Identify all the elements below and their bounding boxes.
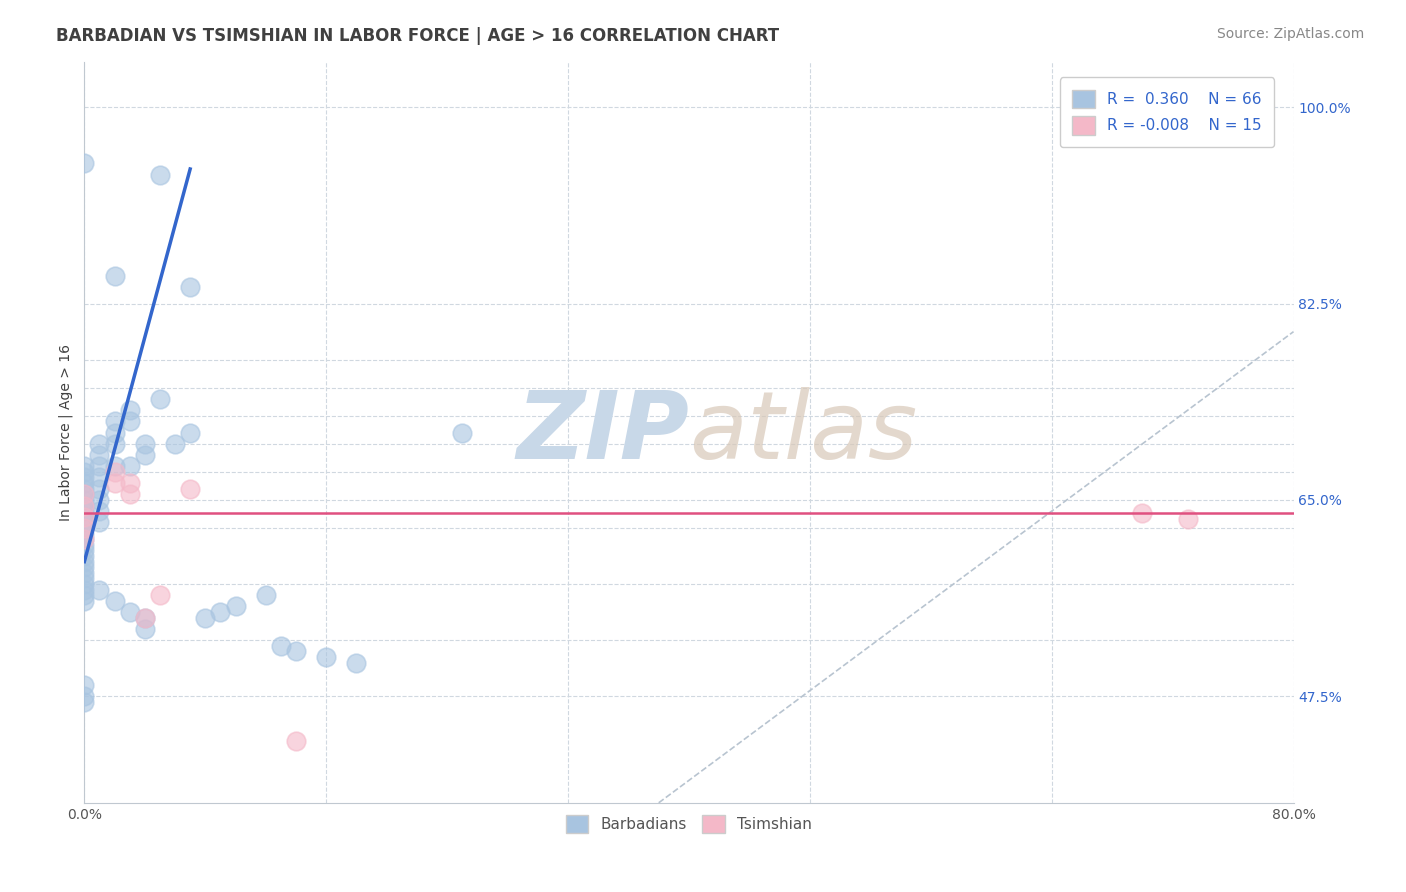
Y-axis label: In Labor Force | Age > 16: In Labor Force | Age > 16 (59, 344, 73, 521)
Text: BARBADIAN VS TSIMSHIAN IN LABOR FORCE | AGE > 16 CORRELATION CHART: BARBADIAN VS TSIMSHIAN IN LABOR FORCE | … (56, 27, 779, 45)
Point (104, 476, 127, 491)
Point (149, 392, 172, 406)
Point (73, 499, 96, 513)
Point (73, 695, 96, 709)
Point (89, 470, 111, 484)
Point (179, 482, 201, 496)
Point (73, 156, 96, 170)
Point (73, 588, 96, 602)
Point (73, 532, 96, 546)
Point (89, 492, 111, 507)
Point (73, 499, 96, 513)
Point (73, 678, 96, 692)
Point (285, 644, 308, 658)
Point (89, 504, 111, 518)
Point (73, 504, 96, 518)
Point (254, 588, 277, 602)
Point (73, 516, 96, 530)
Point (73, 470, 96, 484)
Point (104, 459, 127, 474)
Point (104, 437, 127, 451)
Point (118, 487, 141, 501)
Point (73, 594, 96, 608)
Point (73, 549, 96, 563)
Point (104, 414, 127, 428)
Point (73, 521, 96, 535)
Point (165, 437, 187, 451)
Point (1130, 507, 1153, 521)
Point (134, 622, 156, 636)
Point (1177, 512, 1199, 526)
Point (73, 487, 96, 501)
Text: atlas: atlas (689, 387, 917, 478)
Point (118, 459, 141, 474)
Point (89, 448, 111, 462)
Point (346, 656, 368, 670)
Point (73, 476, 96, 491)
Point (89, 482, 111, 496)
Point (315, 650, 337, 665)
Point (73, 538, 96, 552)
Point (73, 459, 96, 474)
Point (73, 509, 96, 524)
Point (104, 268, 127, 283)
Point (134, 610, 156, 624)
Point (73, 571, 96, 585)
Point (118, 403, 141, 417)
Point (285, 734, 308, 748)
Point (73, 582, 96, 597)
Point (149, 588, 172, 602)
Point (149, 168, 172, 182)
Point (73, 566, 96, 580)
Point (89, 437, 111, 451)
Point (73, 482, 96, 496)
Point (118, 605, 141, 619)
Point (89, 516, 111, 530)
Point (73, 521, 96, 535)
Point (104, 425, 127, 440)
Point (73, 526, 96, 541)
Text: ZIP: ZIP (516, 386, 689, 479)
Point (89, 582, 111, 597)
Point (118, 476, 141, 491)
Point (134, 437, 156, 451)
Point (73, 543, 96, 558)
Point (104, 594, 127, 608)
Point (179, 425, 201, 440)
Point (73, 465, 96, 479)
Text: Source: ZipAtlas.com: Source: ZipAtlas.com (1216, 27, 1364, 41)
Point (179, 280, 201, 294)
Point (73, 690, 96, 704)
Point (73, 577, 96, 591)
Point (194, 610, 217, 624)
Point (225, 599, 247, 614)
Point (270, 639, 292, 653)
Point (451, 425, 474, 440)
Point (134, 610, 156, 624)
Point (73, 509, 96, 524)
Point (134, 448, 156, 462)
Point (73, 560, 96, 574)
Point (73, 492, 96, 507)
Point (73, 487, 96, 501)
Point (73, 555, 96, 569)
Point (118, 414, 141, 428)
Point (209, 605, 232, 619)
Point (73, 532, 96, 546)
Point (104, 465, 127, 479)
Point (89, 459, 111, 474)
Legend: Barbadians, Tsimshian: Barbadians, Tsimshian (560, 809, 818, 839)
